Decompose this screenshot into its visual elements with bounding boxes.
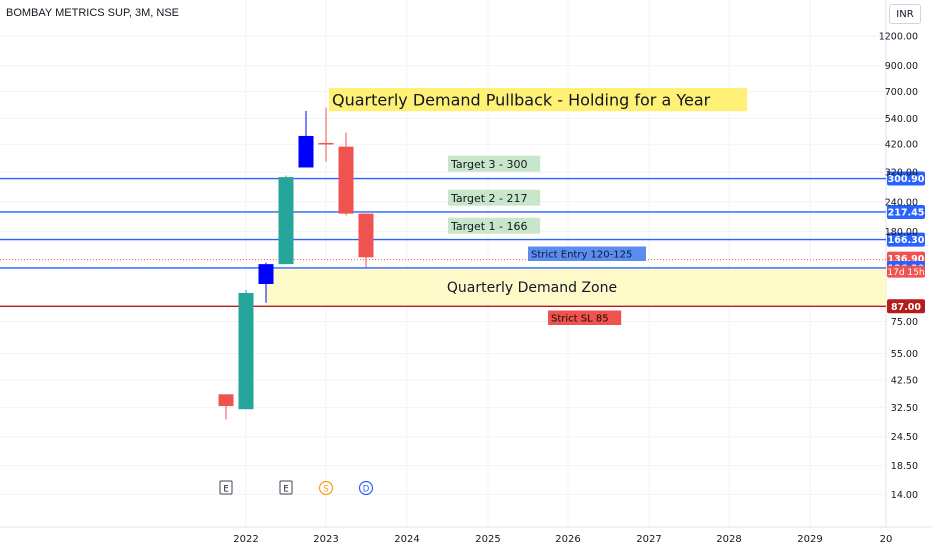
annotation-box <box>528 246 646 261</box>
time-axis: 2022 2023 2024 2025 2026 2027 2028 2029 20 <box>233 534 892 545</box>
candle-body <box>278 177 294 265</box>
price-tick-label: 14.00 <box>891 490 918 501</box>
time-tick-label: 2025 <box>475 534 500 545</box>
price-tick-label: 320.00 <box>885 168 918 179</box>
level-price-label: 300.90 <box>888 174 925 185</box>
price-tick-label: 540.00 <box>885 114 918 125</box>
price-tick-label: 900.00 <box>885 61 918 72</box>
annotation-box <box>448 155 541 172</box>
candle-body <box>238 292 254 410</box>
demand-zone: Quarterly Demand Zone <box>266 267 886 307</box>
annotation-label: Strict Entry 120-125 <box>531 250 632 261</box>
dividend-icon <box>358 480 374 496</box>
countdown-badge <box>887 265 925 278</box>
price-tick-label: 32.50 <box>891 403 918 414</box>
candle-body <box>218 394 234 407</box>
price-tick-label: 700.00 <box>885 87 918 98</box>
price-tick-label: 1200.00 <box>879 32 918 43</box>
price-axis: 1200.00 900.00 700.00 540.00 420.00 320.00 240… <box>879 32 918 501</box>
time-tick-label: 2026 <box>555 534 580 545</box>
annotation-label: Target 1 - 166 <box>450 220 527 233</box>
candles <box>218 107 374 420</box>
annotation-label: Target 3 - 300 <box>450 158 527 171</box>
candle-body <box>338 146 354 214</box>
time-tick-label: 2027 <box>636 534 661 545</box>
candle-body <box>258 264 274 285</box>
earnings-icon <box>219 480 233 495</box>
price-tick-label: 420.00 <box>885 140 918 151</box>
candle-body <box>358 213 374 258</box>
event-label: D <box>363 485 370 495</box>
earnings-icon <box>279 480 293 495</box>
time-tick-label: 2022 <box>233 534 258 545</box>
annotations: Quarterly Demand Pullback - Holding for … <box>329 88 748 325</box>
candle-body <box>298 135 314 168</box>
level-price-badge <box>887 232 925 247</box>
price-tick-label: 55.00 <box>891 349 918 360</box>
annotation-box <box>329 88 748 112</box>
demand-zone-label: Quarterly Demand Zone <box>447 280 617 296</box>
candle-body <box>318 142 334 145</box>
annotation-label: Target 2 - 217 <box>450 192 527 205</box>
price-tick-label: 24.50 <box>891 432 918 443</box>
price-tick-label: 42.50 <box>891 376 918 387</box>
split-icon <box>318 480 334 496</box>
annotation-box <box>448 217 541 234</box>
currency-button[interactable]: INR <box>889 4 921 24</box>
level-price-label: 217.45 <box>888 207 925 218</box>
time-tick-label: 2029 <box>797 534 822 545</box>
level-price-badge <box>887 299 925 314</box>
annotation-label: Quarterly Demand Pullback - Holding for … <box>332 91 711 110</box>
event-label: E <box>223 485 228 495</box>
time-tick-label: 2023 <box>313 534 338 545</box>
countdown-label: 17d 15h <box>887 268 924 278</box>
grid-lines <box>0 0 932 528</box>
level-price-label: 87.00 <box>891 302 921 313</box>
level-price-badge <box>887 171 925 186</box>
annotation-label: Strict SL 85 <box>551 314 609 325</box>
price-tick-label: 180.00 <box>885 227 918 238</box>
level-price-badge <box>887 204 925 219</box>
level-price-label: 166.30 <box>888 235 925 246</box>
price-tick-label: 75.00 <box>891 317 918 328</box>
price-tick-label: 18.50 <box>891 461 918 472</box>
chart-title: BOMBAY METRICS SUP, 3M, NSE <box>6 7 179 19</box>
price-tick-label: 240.00 <box>885 197 918 208</box>
demand-zone-box <box>266 267 886 307</box>
time-tick-label: 20 <box>880 534 893 545</box>
annotation-box <box>548 310 622 325</box>
level-price-label: 136.90 <box>888 254 925 265</box>
time-tick-label: 2024 <box>394 534 419 545</box>
time-tick-label: 2028 <box>716 534 741 545</box>
event-label: S <box>323 485 328 495</box>
event-label: E <box>283 485 288 495</box>
annotation-box <box>448 189 541 206</box>
